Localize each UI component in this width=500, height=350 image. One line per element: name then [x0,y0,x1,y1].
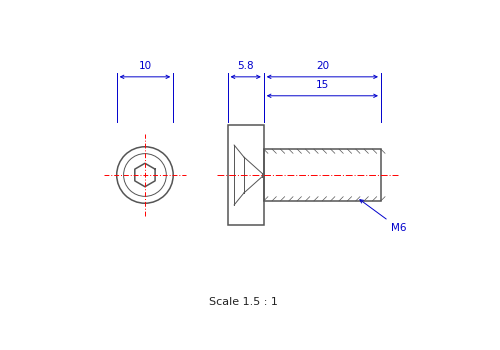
Bar [264,149,381,201]
Text: 15: 15 [316,79,329,90]
Text: M6: M6 [360,200,406,233]
Text: Scale 1.5 : 1: Scale 1.5 : 1 [208,298,278,307]
Text: 5.8: 5.8 [238,61,254,71]
Text: 10: 10 [138,61,151,71]
Bar [228,125,264,225]
Text: 20: 20 [316,61,329,71]
